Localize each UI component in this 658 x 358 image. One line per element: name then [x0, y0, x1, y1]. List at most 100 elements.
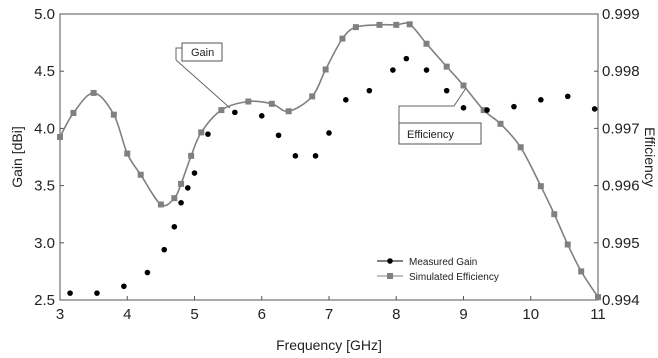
y-right-tick-label: 0.995: [602, 235, 640, 252]
y-right-tick-label: 0.996: [602, 178, 640, 195]
efficiency-point: [551, 211, 558, 218]
y-left-axis-ticks: 2.5 3.0 3.5 4.0 4.5 5.0: [34, 6, 64, 309]
callout-gain-text: Gain: [191, 47, 214, 59]
gain-point: [538, 97, 544, 103]
series-simulated-efficiency: [57, 21, 601, 301]
y-left-tick-label: 4.5: [34, 63, 55, 80]
gain-point: [366, 87, 373, 94]
efficiency-point: [497, 120, 504, 127]
x-tick-label: 6: [258, 306, 266, 323]
y-right-tick-label: 0.997: [602, 120, 640, 137]
x-tick-label: 3: [56, 306, 64, 323]
x-axis-label: Frequency [GHz]: [276, 337, 382, 353]
gain-point: [178, 199, 184, 206]
efficiency-point: [578, 268, 585, 275]
efficiency-point: [460, 82, 467, 89]
legend-label-simulated-efficiency: Simulated Efficiency: [409, 272, 499, 283]
gain-point: [258, 113, 265, 119]
gain-point: [191, 170, 198, 176]
gain-point: [312, 153, 319, 159]
y-right-tick-label: 0.999: [602, 6, 640, 23]
efficiency-point: [537, 183, 544, 190]
gain-point: [144, 269, 151, 276]
efficiency-point: [595, 294, 601, 301]
gain-point: [67, 290, 73, 296]
efficiency-point: [376, 21, 383, 28]
gain-point: [121, 283, 127, 290]
y-left-tick-label: 3.5: [34, 178, 55, 195]
x-tick-label: 7: [325, 306, 333, 323]
efficiency-point: [480, 107, 487, 114]
efficiency-point: [406, 21, 413, 28]
efficiency-point: [517, 144, 524, 151]
y-right-axis-ticks: 0.994 0.995 0.996 0.997 0.998 0.999: [594, 6, 640, 309]
gain-point: [484, 107, 490, 113]
gain-point: [403, 55, 410, 62]
efficiency-point: [322, 66, 329, 73]
legend-label-measured-gain: Measured Gain: [409, 257, 477, 268]
gain-point: [343, 97, 349, 103]
series-measured-gain: [67, 55, 598, 296]
callout-gain-box: [181, 42, 223, 62]
gain-point: [275, 132, 282, 139]
efficiency-point: [110, 111, 117, 118]
callout-efficiency-text: Efficiency: [407, 129, 454, 141]
y-left-axis-label: Gain [dBi]: [9, 126, 25, 187]
gain-point: [171, 223, 178, 230]
efficiency-line: [59, 22, 599, 298]
gain-point: [161, 246, 168, 253]
efficiency-point: [393, 21, 400, 28]
gain-point: [326, 130, 332, 136]
callout-gain: Gain: [175, 42, 231, 109]
gain-point: [423, 67, 430, 73]
gain-point: [460, 105, 467, 111]
x-tick-label: 9: [459, 306, 467, 323]
gain-point: [591, 106, 598, 112]
efficiency-point: [443, 63, 450, 70]
legend: Measured Gain Simulated Efficiency: [377, 257, 499, 283]
gain-point: [292, 153, 299, 159]
efficiency-point: [124, 150, 131, 157]
efficiency-point: [157, 201, 164, 208]
efficiency-point: [564, 241, 571, 248]
efficiency-point: [245, 98, 252, 105]
efficiency-point: [171, 195, 178, 202]
efficiency-point: [423, 40, 430, 47]
y-left-tick-label: 4.0: [34, 120, 55, 137]
gain-point: [511, 103, 517, 110]
efficiency-point: [178, 180, 185, 187]
efficiency-point: [309, 93, 316, 100]
x-tick-label: 11: [590, 306, 606, 323]
y-right-axis-label: Efficiency: [642, 127, 658, 187]
efficiency-point: [339, 35, 346, 42]
gain-point: [205, 131, 211, 137]
x-tick-label: 4: [123, 306, 131, 323]
x-tick-label: 10: [522, 306, 539, 323]
efficiency-point: [137, 171, 144, 178]
legend-item-measured-gain: Measured Gain: [377, 257, 477, 268]
y-right-tick-label: 0.994: [602, 292, 640, 309]
y-left-tick-label: 5.0: [34, 6, 55, 23]
efficiency-point: [218, 107, 225, 114]
efficiency-point: [198, 129, 205, 136]
y-left-tick-label: 3.0: [34, 235, 55, 252]
efficiency-point: [285, 108, 292, 115]
efficiency-point: [57, 133, 63, 140]
callout-efficiency: Efficiency: [398, 87, 482, 145]
x-tick-label: 8: [392, 306, 400, 323]
efficiency-point: [352, 24, 359, 31]
legend-item-simulated-efficiency: Simulated Efficiency: [377, 272, 499, 283]
gain-point: [443, 87, 450, 94]
efficiency-point: [268, 100, 275, 107]
x-tick-label: 5: [190, 306, 198, 323]
efficiency-point: [90, 89, 97, 96]
y-right-tick-label: 0.998: [602, 63, 640, 80]
efficiency-point: [188, 152, 195, 159]
gain-point: [232, 109, 238, 116]
plot-frame: [59, 13, 599, 301]
gain-point: [564, 93, 571, 100]
callout-efficiency-box: [398, 122, 482, 145]
y-left-tick-label: 2.5: [34, 292, 55, 309]
gain-point: [184, 185, 191, 191]
